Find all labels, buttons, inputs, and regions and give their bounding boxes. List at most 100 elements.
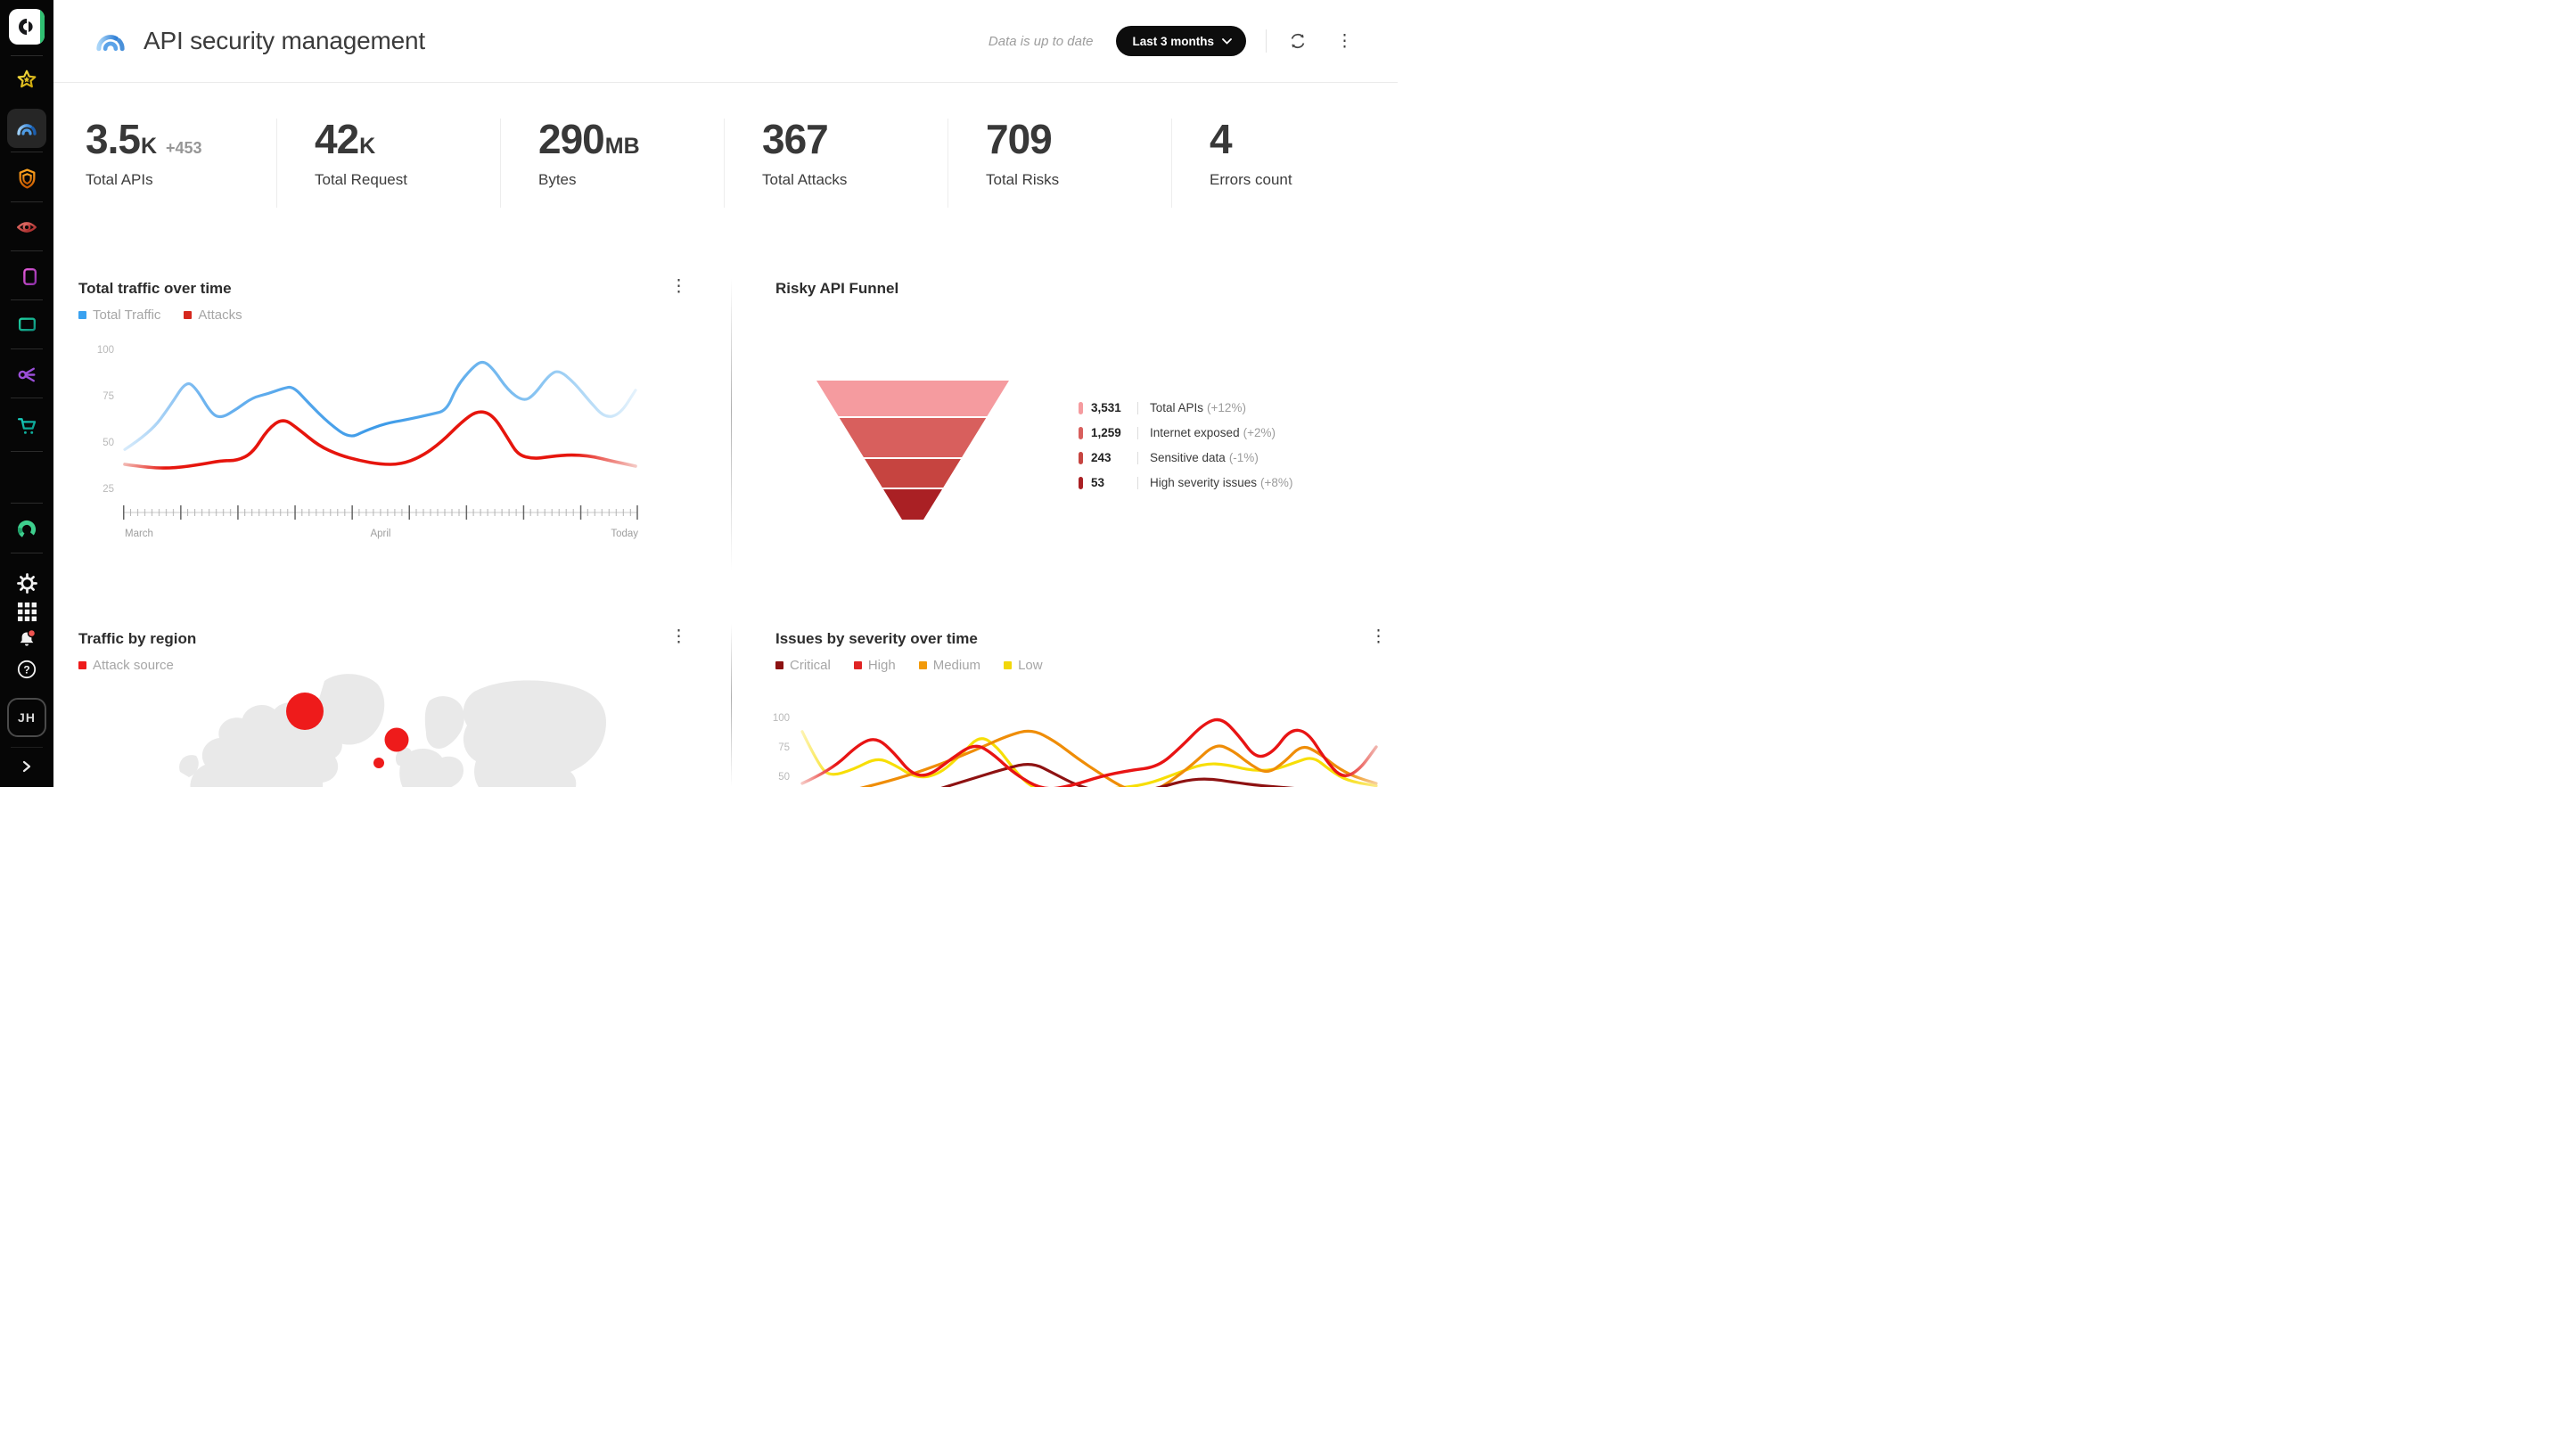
legend-item-high[interactable]: High	[853, 658, 896, 673]
funnel-change: (+8%)	[1260, 476, 1293, 489]
attack-bubbles	[286, 693, 409, 768]
panel-title: Traffic by region	[78, 630, 197, 647]
traffic-panel-kebab[interactable]: ⋮	[667, 276, 691, 297]
expand-sidebar-button[interactable]	[0, 756, 53, 777]
severity-panel-kebab[interactable]: ⋮	[1366, 627, 1391, 647]
stat-label: Total Attacks	[762, 171, 848, 188]
header-divider	[1266, 29, 1267, 53]
refresh-button[interactable]	[1286, 29, 1309, 53]
stack-icon	[16, 267, 37, 285]
legend-label: Total Traffic	[93, 307, 161, 323]
funnel-value: 1,259	[1091, 426, 1121, 439]
x-axis-ticks	[123, 505, 637, 520]
logo-glyph-icon	[19, 19, 33, 35]
product-logo[interactable]	[0, 9, 53, 45]
y-tick-100: 100	[773, 713, 790, 724]
stat-value: 367	[762, 116, 829, 162]
stat-value: 290	[538, 116, 605, 162]
sidebar-item-marketplace[interactable]	[0, 413, 53, 438]
panel-issues-by-severity: Issues by severity over time ⋮ Critical …	[731, 618, 1398, 787]
funnel-label: High severity issues	[1150, 476, 1258, 489]
funnel-swatch	[1079, 426, 1083, 439]
product-logo-icon	[9, 9, 45, 45]
funnel-change: (+12%)	[1207, 401, 1246, 414]
time-range-button[interactable]: Last 3 months	[1116, 26, 1246, 56]
header-actions: Data is up to date Last 3 months ⋮	[989, 26, 1357, 56]
sidebar-item-observability[interactable]	[0, 215, 53, 240]
legend-item-low[interactable]: Low	[1004, 658, 1043, 673]
column-divider	[731, 624, 732, 787]
legend-item-total-traffic[interactable]: Total Traffic	[78, 307, 160, 323]
region-panel-kebab[interactable]: ⋮	[667, 627, 691, 647]
page-title: API security management	[144, 27, 425, 54]
panel-title: Risky API Funnel	[775, 280, 899, 297]
legend-item-critical[interactable]: Critical	[775, 658, 831, 673]
sidebar-item-workstation[interactable]	[0, 313, 53, 338]
legend-swatch	[78, 311, 86, 319]
gear-icon	[16, 572, 37, 594]
funnel-swatch	[1079, 476, 1083, 489]
sidebar-item-help[interactable]: ?	[0, 658, 53, 681]
medium-line	[859, 729, 1378, 787]
header-kebab-menu[interactable]: ⋮	[1333, 31, 1357, 52]
funnel-legend: 3,531 Total APIs (+12%) 1,259 Internet e…	[1079, 401, 1292, 489]
stat-value: 709	[986, 116, 1053, 162]
funnel-legend-row: 3,531 Total APIs (+12%)	[1079, 401, 1292, 414]
legend-swatch	[918, 661, 927, 669]
legend-item-medium[interactable]: Medium	[918, 658, 980, 673]
logo-accent-stripe	[40, 9, 45, 45]
stat-suffix: K	[140, 134, 158, 159]
cart-icon	[17, 417, 36, 434]
funnel-stage-high-severity	[883, 489, 942, 520]
grid-apps-icon	[17, 602, 37, 621]
sidebar-item-queues[interactable]	[0, 264, 53, 289]
severity-legend: Critical High Medium Low	[775, 658, 1043, 673]
funnel-swatch	[1079, 401, 1083, 414]
sidebar-divider	[11, 348, 43, 349]
high-line	[800, 717, 1378, 787]
panel-total-traffic: Total traffic over time ⋮ Total Traffic …	[53, 267, 731, 579]
header-left: API security management	[94, 10, 425, 72]
sidebar-item-api-security-active[interactable]	[0, 109, 53, 148]
funnel-legend-row: 1,259 Internet exposed (+2%)	[1079, 426, 1292, 439]
funnel-chart	[816, 381, 1009, 520]
sidebar-item-notifications[interactable]	[0, 627, 53, 652]
bell-icon	[20, 628, 37, 646]
funnel-stage-total-apis	[816, 381, 1009, 416]
funnel-change: (+2%)	[1243, 426, 1276, 439]
attack-bubble-small	[373, 758, 384, 768]
panel-risky-api-funnel: Risky API Funnel 3,531 Total APIs (+12%)…	[731, 267, 1398, 579]
x-label-april: April	[370, 529, 390, 539]
stat-label: Total Risks	[986, 171, 1060, 188]
funnel-swatch	[1079, 451, 1083, 464]
stat-label: Total Request	[315, 171, 407, 188]
sidebar-item-network[interactable]	[0, 362, 53, 387]
attacks-line	[123, 410, 637, 470]
panel-traffic-by-region: Traffic by region ⋮ Attack source	[53, 618, 731, 787]
critical-line	[940, 763, 1295, 787]
sidebar-divider	[11, 747, 43, 748]
sidebar-item-platform[interactable]	[0, 517, 53, 542]
sidebar-item-shield[interactable]	[0, 166, 53, 191]
sidebar-item-favorites[interactable]	[0, 68, 53, 93]
user-avatar[interactable]: JH	[0, 698, 53, 737]
y-tick-25: 25	[103, 484, 114, 495]
time-range-label: Last 3 months	[1132, 34, 1214, 48]
funnel-stage-internet-exposed	[839, 418, 987, 457]
shield-icon	[19, 168, 35, 189]
legend-item-attack-source[interactable]: Attack source	[78, 658, 174, 673]
sidebar-divider	[11, 55, 43, 56]
sidebar-item-apps[interactable]	[0, 600, 53, 623]
legend-item-attacks[interactable]: Attacks	[184, 307, 242, 323]
stat-value: 4	[1210, 116, 1233, 162]
stat-total-request: 42 K Total Request	[277, 119, 501, 208]
legend-swatch	[1004, 661, 1013, 669]
svg-text:?: ?	[23, 663, 29, 676]
funnel-stage-sensitive-data	[865, 459, 961, 488]
chevron-down-icon	[1222, 37, 1232, 45]
panel-title: Total traffic over time	[78, 280, 232, 297]
world-bubble-map	[179, 674, 606, 787]
sidebar-item-settings[interactable]	[0, 571, 53, 594]
funnel-divider	[1137, 401, 1138, 414]
sidebar: ? JH	[0, 0, 53, 787]
